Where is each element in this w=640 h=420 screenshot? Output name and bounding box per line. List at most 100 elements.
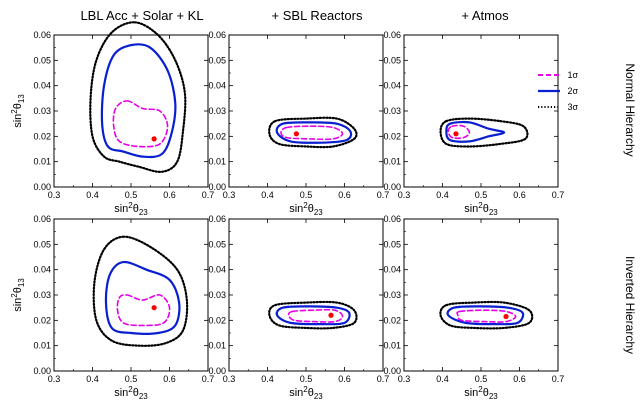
- axis-label-base: sin: [464, 203, 478, 215]
- x-tick-label: 0.6: [513, 190, 526, 200]
- contour-1sigma: [447, 124, 471, 140]
- x-axis-label: sin2θ23: [114, 385, 148, 401]
- x-axis-label: sin2θ23: [289, 201, 323, 217]
- contour-1sigma: [112, 100, 169, 148]
- axis-label-sup: 2: [10, 293, 19, 298]
- contour-3sigma: [439, 300, 534, 330]
- best-fit-point: [151, 305, 157, 311]
- x-tick-label: 0.4: [261, 374, 274, 384]
- axis-label-theta: θ: [133, 387, 139, 399]
- best-fit-point: [453, 131, 459, 137]
- panel-frame: [228, 34, 384, 188]
- axis-label-theta: θ: [483, 203, 489, 215]
- best-fit-point: [328, 312, 334, 318]
- x-axis-label: sin2θ23: [289, 385, 323, 401]
- y-tick-label: 0.05: [383, 239, 401, 249]
- axis-label-sub: 23: [314, 208, 323, 217]
- axis-label-base: sin: [289, 203, 303, 215]
- panels-group: 0.3 0.4 0.5 0.6 0.70.000.010.020.030.040.050…: [10, 21, 565, 401]
- y-tick-label: 0.03: [208, 106, 226, 116]
- y-tick-label: 0.04: [33, 81, 51, 91]
- panel-frame: [228, 218, 384, 372]
- y-tick-label: 0.02: [383, 315, 401, 325]
- axis-label-sup: 2: [128, 201, 133, 210]
- row-label-normal: Normal Hierarchy: [623, 63, 637, 156]
- y-tick-label: 0.02: [208, 315, 226, 325]
- axis-label-sub: 23: [314, 392, 323, 401]
- axis-label-sup: 2: [478, 201, 483, 210]
- panel-frame: [403, 218, 559, 372]
- contour-2sigma: [104, 260, 181, 335]
- axis-label-sup: 2: [303, 385, 308, 394]
- axis-label-theta: θ: [12, 103, 24, 109]
- axis-label-base: sin: [114, 203, 128, 215]
- x-tick-label: 0.7: [552, 190, 565, 200]
- y-tick-label: 0.02: [33, 315, 51, 325]
- contour-2sigma: [445, 120, 506, 143]
- axis-label-sub: 23: [489, 392, 498, 401]
- best-fit-point: [151, 136, 157, 142]
- axis-label-base: sin: [464, 387, 478, 399]
- column-title-lbl: LBL Acc + Solar + KL: [80, 8, 203, 23]
- contour-3sigma: [92, 235, 189, 347]
- axis-label-sub: 13: [17, 278, 26, 287]
- y-tick-label: 0.04: [208, 265, 226, 275]
- x-tick-label: 0.5: [125, 374, 138, 384]
- y-tick-label: 0.04: [208, 81, 226, 91]
- y-tick-label: 0.06: [33, 214, 51, 224]
- x-tick-label: 0.6: [338, 190, 351, 200]
- y-tick-label: 0.00: [208, 182, 226, 192]
- y-tick-label: 0.02: [383, 131, 401, 141]
- y-tick-label: 0.03: [383, 290, 401, 300]
- column-title-atmos: + Atmos: [461, 8, 509, 23]
- panel-ih-lbl: 0.3 0.4 0.5 0.6 0.7 0.00 0.01 0.02 0.03 0.04 0.05 0…: [10, 214, 214, 401]
- axis-label-sup: 2: [478, 385, 483, 394]
- axis-label-theta: θ: [308, 203, 314, 215]
- panel-nh-lbl: 0.3 0.4 0.5 0.6 0.7 0.00 0.01 0.02 0.03 0.04 0.05 0…: [10, 21, 215, 217]
- contour-3sigma: [268, 300, 358, 330]
- legend-label-2sigma: 2σ: [567, 86, 578, 96]
- axis-label-sup: 2: [303, 201, 308, 210]
- axis-label-sub: 23: [489, 208, 498, 217]
- x-tick-label: 0.5: [475, 374, 488, 384]
- x-tick-label: 0.5: [300, 374, 313, 384]
- axis-label-sub: 13: [17, 94, 26, 103]
- panel-frame: [403, 34, 559, 188]
- y-tick-label: 0.03: [33, 290, 51, 300]
- y-tick-label: 0.02: [208, 131, 226, 141]
- y-tick-label: 0.01: [208, 341, 226, 351]
- y-tick-label: 0.05: [33, 239, 51, 249]
- panel-frame: [53, 218, 209, 372]
- x-tick-label: 0.4: [436, 190, 449, 200]
- x-tick-label: 0.3: [223, 374, 236, 384]
- legend: 1σ 2σ 3σ: [538, 70, 578, 112]
- x-tick-label: 0.7: [202, 190, 215, 200]
- y-tick-label: 0.01: [33, 341, 51, 351]
- contour-3sigma: [89, 21, 187, 173]
- contour-2sigma: [100, 43, 177, 159]
- x-tick-label: 0.3: [48, 374, 61, 384]
- y-tick-label: 0.04: [383, 81, 401, 91]
- x-tick-label: 0.6: [513, 374, 526, 384]
- panel-nh-sbl: 0.3 0.4 0.5 0.6 0.7 0.00 0.01 0.02 0.03 0.04 0.05 0…: [208, 30, 389, 217]
- y-tick-label: 0.05: [33, 55, 51, 65]
- legend-label-3sigma: 3σ: [567, 102, 578, 112]
- axis-label-theta: θ: [308, 387, 314, 399]
- axis-label-base: sin: [12, 114, 24, 128]
- y-tick-label: 0.06: [383, 214, 401, 224]
- y-tick-label: 0.01: [208, 157, 226, 167]
- y-tick-label: 0.00: [33, 182, 51, 192]
- panel-frame: [53, 34, 209, 188]
- axis-label-theta: θ: [133, 203, 139, 215]
- x-tick-label: 0.4: [86, 374, 99, 384]
- x-tick-label: 0.7: [552, 374, 565, 384]
- x-tick-label: 0.7: [377, 190, 390, 200]
- best-fit-point: [503, 313, 509, 320]
- axis-label-sub: 23: [139, 208, 148, 217]
- contour-3sigma: [439, 117, 529, 148]
- y-tick-label: 0.01: [33, 157, 51, 167]
- best-fit-point: [293, 131, 299, 137]
- y-tick-label: 0.00: [208, 366, 226, 376]
- y-tick-label: 0.06: [33, 30, 51, 40]
